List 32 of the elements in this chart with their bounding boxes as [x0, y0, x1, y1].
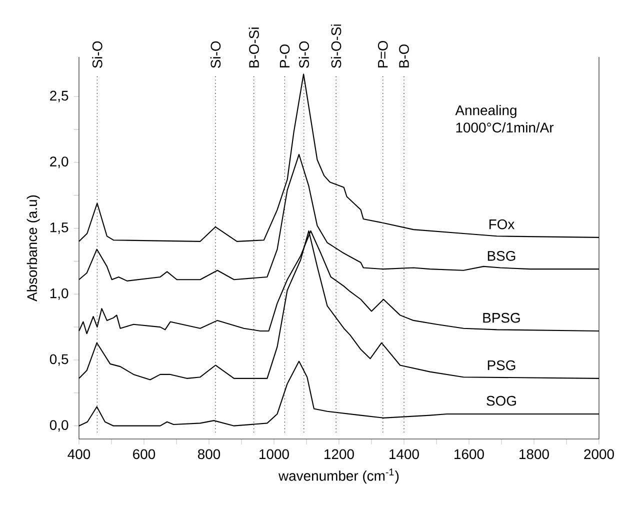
- ref-line-label: P=O: [378, 40, 388, 68]
- series-label: FOx: [489, 219, 515, 230]
- series-label: BPSG: [483, 312, 520, 323]
- x-tick-label: 1400: [390, 449, 419, 460]
- y-axis-title: Absorbance (a.u): [26, 195, 40, 302]
- ref-line-label: Si-O-Si: [330, 24, 342, 68]
- x-tick-label: 1800: [520, 449, 549, 460]
- y-tick-label: 1,0: [50, 288, 68, 300]
- x-tick-label: 1200: [324, 449, 354, 460]
- x-tick-label: 600: [133, 449, 156, 460]
- y-tick-label: 1,5: [50, 222, 68, 234]
- x-tick-label: 400: [68, 449, 90, 460]
- x-axis-title: wavenumber (cm$^{-1}$): [278, 468, 399, 484]
- x-tick-label: 1600: [454, 449, 484, 460]
- ref-line-label: B-O: [399, 44, 409, 68]
- ref-line-label: Si-O: [92, 41, 102, 68]
- ref-line-label: Si-O: [210, 41, 221, 68]
- ref-line-label: B-O-Si: [248, 28, 259, 68]
- ref-line-label: Si-O: [298, 41, 310, 68]
- series-label: PSG: [488, 360, 516, 370]
- series-label: BSG: [488, 250, 516, 261]
- x-tick-label: 800: [198, 449, 220, 460]
- annotation: Annealing: [455, 105, 516, 118]
- ref-line-label: P-O: [280, 44, 290, 68]
- y-tick-label: 0,5: [50, 354, 68, 366]
- y-tick-label: 0,0: [50, 420, 68, 432]
- series-label: SOG: [486, 396, 516, 406]
- y-tick-label: 2,5: [50, 90, 68, 102]
- annotation: 1000°C/1min/Ar: [456, 122, 554, 133]
- x-tick-label: 2000: [584, 449, 614, 460]
- x-tick-label: 1000: [260, 449, 289, 460]
- y-tick-label: 2,0: [50, 156, 68, 168]
